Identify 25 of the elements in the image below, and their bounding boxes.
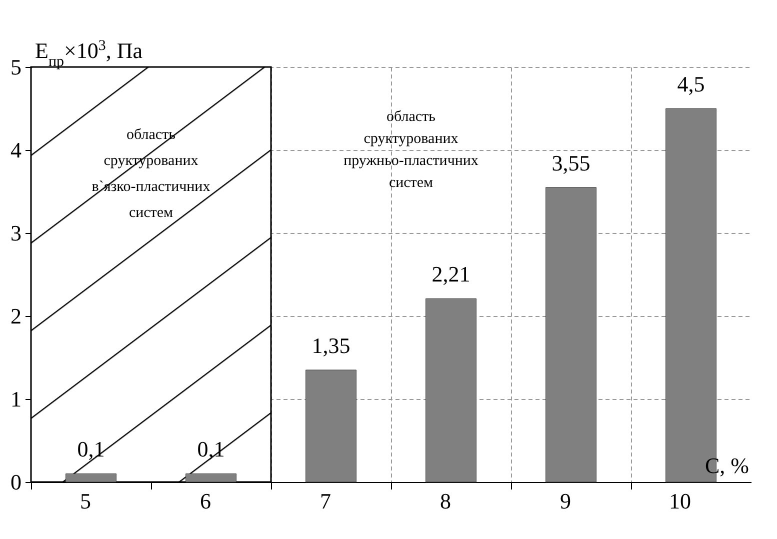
data-label: 2,21	[432, 262, 470, 287]
data-label: 0,1	[197, 436, 225, 462]
bar	[426, 298, 476, 482]
y-tick-label: 5	[10, 54, 22, 80]
x-tick-label: 7	[320, 488, 331, 514]
data-label: 3,55	[552, 150, 590, 176]
y-tick-label: 2	[10, 304, 22, 328]
annotation: область сруктурованих пружньо-пластичних систем	[344, 109, 479, 191]
bar	[186, 473, 236, 482]
y-tick-label: 0	[10, 470, 22, 494]
x-tick-label: 5	[80, 488, 91, 514]
x-tick-label: 10	[669, 488, 691, 514]
y-tick-label: 4	[10, 138, 22, 162]
x-tick-label: 6	[200, 488, 211, 514]
x-tick-label: 9	[560, 488, 571, 514]
data-label: 1,35	[312, 332, 350, 358]
bar	[66, 473, 116, 482]
y-axis-title: E$_{пр}$×10$^{3}$, Па	[35, 38, 143, 70]
bar	[306, 370, 356, 482]
y-tick-label: 1	[10, 386, 22, 412]
y-tick-label: 3	[10, 220, 22, 246]
data-label: 4,5	[677, 72, 705, 96]
bar	[546, 187, 596, 482]
data-label: 0,1	[77, 436, 105, 462]
x-tick-label: 8	[440, 488, 451, 514]
